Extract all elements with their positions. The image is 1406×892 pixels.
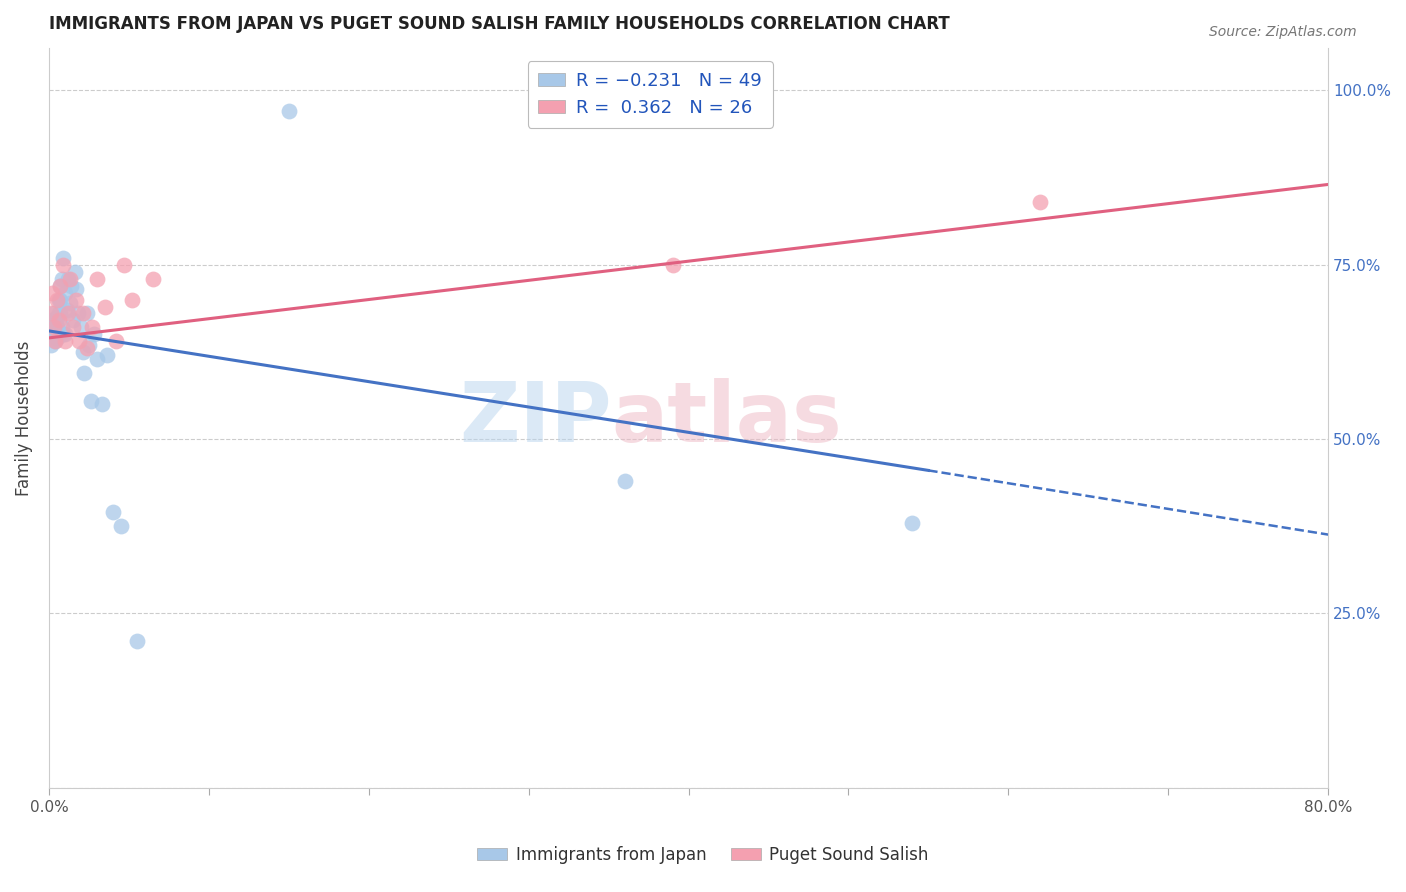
Point	[60, 278, 83, 293]
Point	[53, 327, 76, 342]
Point	[42, 306, 65, 320]
Point	[125, 634, 148, 648]
Point	[56, 306, 79, 320]
Point	[52, 251, 75, 265]
Point	[77, 338, 100, 352]
Point	[70, 320, 93, 334]
Point	[101, 505, 124, 519]
Point	[51, 320, 73, 334]
Point	[53, 334, 76, 349]
Point	[46, 310, 69, 324]
Point	[121, 293, 143, 307]
Point	[73, 366, 96, 380]
Point	[46, 293, 69, 307]
Point	[72, 344, 94, 359]
Point	[53, 285, 76, 300]
Point	[42, 313, 65, 327]
Point	[49, 278, 72, 293]
Point	[56, 271, 79, 285]
Point	[277, 104, 299, 119]
Point	[44, 334, 66, 349]
Point	[613, 474, 636, 488]
Point	[79, 393, 101, 408]
Point	[48, 306, 70, 320]
Point	[90, 397, 112, 411]
Legend: Immigrants from Japan, Puget Sound Salish: Immigrants from Japan, Puget Sound Salis…	[471, 839, 935, 871]
Point	[76, 306, 98, 320]
Point	[83, 327, 105, 342]
Text: IMMIGRANTS FROM JAPAN VS PUGET SOUND SALISH FAMILY HOUSEHOLDS CORRELATION CHART: IMMIGRANTS FROM JAPAN VS PUGET SOUND SAL…	[49, 15, 949, 33]
Point	[55, 303, 77, 318]
Point	[52, 258, 75, 272]
Point	[39, 324, 62, 338]
Point	[59, 296, 82, 310]
Point	[661, 258, 683, 272]
Point	[110, 519, 132, 533]
Legend: R = −0.231   N = 49, R =  0.362   N = 26: R = −0.231 N = 49, R = 0.362 N = 26	[527, 62, 773, 128]
Point	[82, 320, 104, 334]
Text: Source: ZipAtlas.com: Source: ZipAtlas.com	[1209, 25, 1357, 39]
Point	[66, 306, 89, 320]
Point	[63, 265, 86, 279]
Point	[94, 300, 117, 314]
Point	[42, 320, 65, 334]
Point	[41, 313, 63, 327]
Point	[112, 258, 135, 272]
Point	[105, 334, 128, 349]
Point	[65, 282, 87, 296]
Point	[59, 271, 82, 285]
Y-axis label: Family Households: Family Households	[15, 341, 32, 496]
Point	[44, 324, 66, 338]
Point	[76, 342, 98, 356]
Point	[52, 327, 75, 342]
Point	[62, 313, 84, 327]
Point	[41, 285, 63, 300]
Point	[96, 348, 118, 362]
Point	[901, 516, 924, 530]
Point	[142, 271, 165, 285]
Point	[42, 331, 65, 345]
Point	[49, 293, 72, 307]
Point	[48, 313, 70, 327]
Text: ZIP: ZIP	[460, 377, 612, 458]
Point	[72, 306, 94, 320]
Point	[44, 317, 66, 331]
Point	[86, 271, 108, 285]
Point	[39, 306, 62, 320]
Point	[41, 327, 63, 342]
Point	[67, 334, 90, 349]
Point	[46, 331, 69, 345]
Point	[44, 334, 66, 349]
Text: atlas: atlas	[612, 377, 842, 458]
Point	[51, 271, 73, 285]
Point	[39, 338, 62, 352]
Point	[49, 306, 72, 320]
Point	[42, 320, 65, 334]
Point	[49, 278, 72, 293]
Point	[1029, 194, 1052, 209]
Point	[86, 351, 108, 366]
Point	[62, 320, 84, 334]
Point	[46, 320, 69, 334]
Point	[65, 293, 87, 307]
Point	[48, 293, 70, 307]
